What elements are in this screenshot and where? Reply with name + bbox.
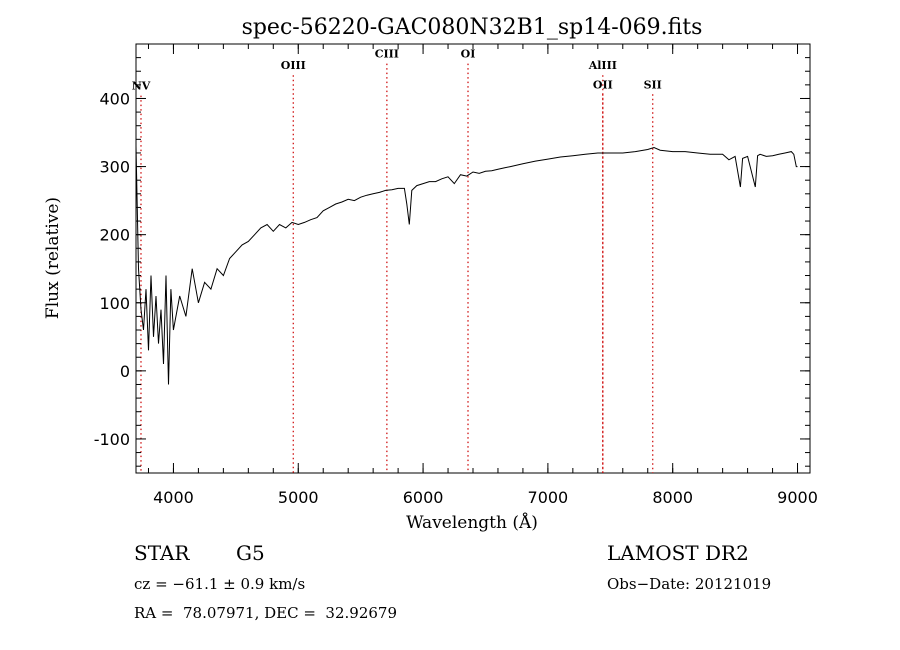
x-tick-label: 6000 <box>403 488 444 507</box>
line-label-CIII: CIII <box>375 48 399 61</box>
x-tick-label: 9000 <box>777 488 818 507</box>
x-tick-label: 7000 <box>528 488 569 507</box>
object-class: STAR <box>134 541 190 565</box>
chart-title: spec-56220-GAC080N32B1_sp14-069.fits <box>242 15 703 40</box>
coordinates: RA = 78.07971, DEC = 32.92679 <box>134 604 398 622</box>
axis-ticks: 4000 5000 6000 7000 8000 9000 -100 0 100 200 300 40… <box>94 44 818 507</box>
line-label-NV: NV <box>132 80 151 93</box>
line-label-SII: SII <box>644 78 662 91</box>
y-tick-label: 400 <box>99 89 130 108</box>
line-markers: NV OIII CIII OI AlIII OII SII <box>132 48 662 473</box>
x-tick-label: 5000 <box>278 488 319 507</box>
y-axis-label: Flux (relative) <box>43 197 63 319</box>
line-label-OI: OI <box>461 48 476 61</box>
y-tick-label: 0 <box>120 362 130 381</box>
plot-frame <box>135 43 811 474</box>
object-subclass: G5 <box>236 541 265 565</box>
line-label-AlIII: AlIII <box>588 59 617 72</box>
x-tick-label: 8000 <box>652 488 693 507</box>
x-tick-label: 4000 <box>153 488 194 507</box>
survey-label: LAMOST DR2 <box>607 541 749 565</box>
obs-date: Obs−Date: 20121019 <box>607 575 772 593</box>
x-axis-label: Wavelength (Å) <box>406 512 538 533</box>
y-tick-label: 100 <box>99 294 130 313</box>
spectrum-line-0 <box>135 146 798 385</box>
spectrum-series <box>135 146 798 385</box>
line-label-OII: OII <box>593 78 613 91</box>
redshift-readout: cz = −61.1 ± 0.9 km/s <box>134 575 306 593</box>
line-label-OIII: OIII <box>281 59 306 72</box>
y-tick-label: -100 <box>94 430 130 449</box>
y-tick-label: 300 <box>99 158 130 177</box>
y-tick-label: 200 <box>99 226 130 245</box>
